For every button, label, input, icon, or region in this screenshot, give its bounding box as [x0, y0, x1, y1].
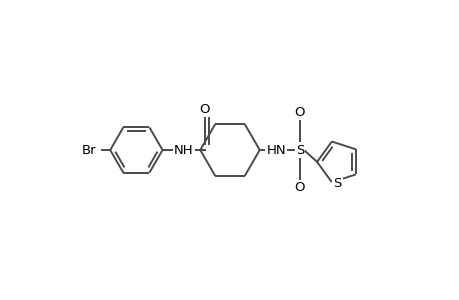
Text: O: O [294, 181, 304, 194]
Text: S: S [295, 143, 303, 157]
Text: O: O [294, 106, 304, 119]
Text: HN: HN [266, 143, 285, 157]
Text: O: O [199, 103, 209, 116]
Text: S: S [333, 177, 341, 190]
Text: Br: Br [81, 143, 96, 157]
Text: NH: NH [174, 143, 193, 157]
